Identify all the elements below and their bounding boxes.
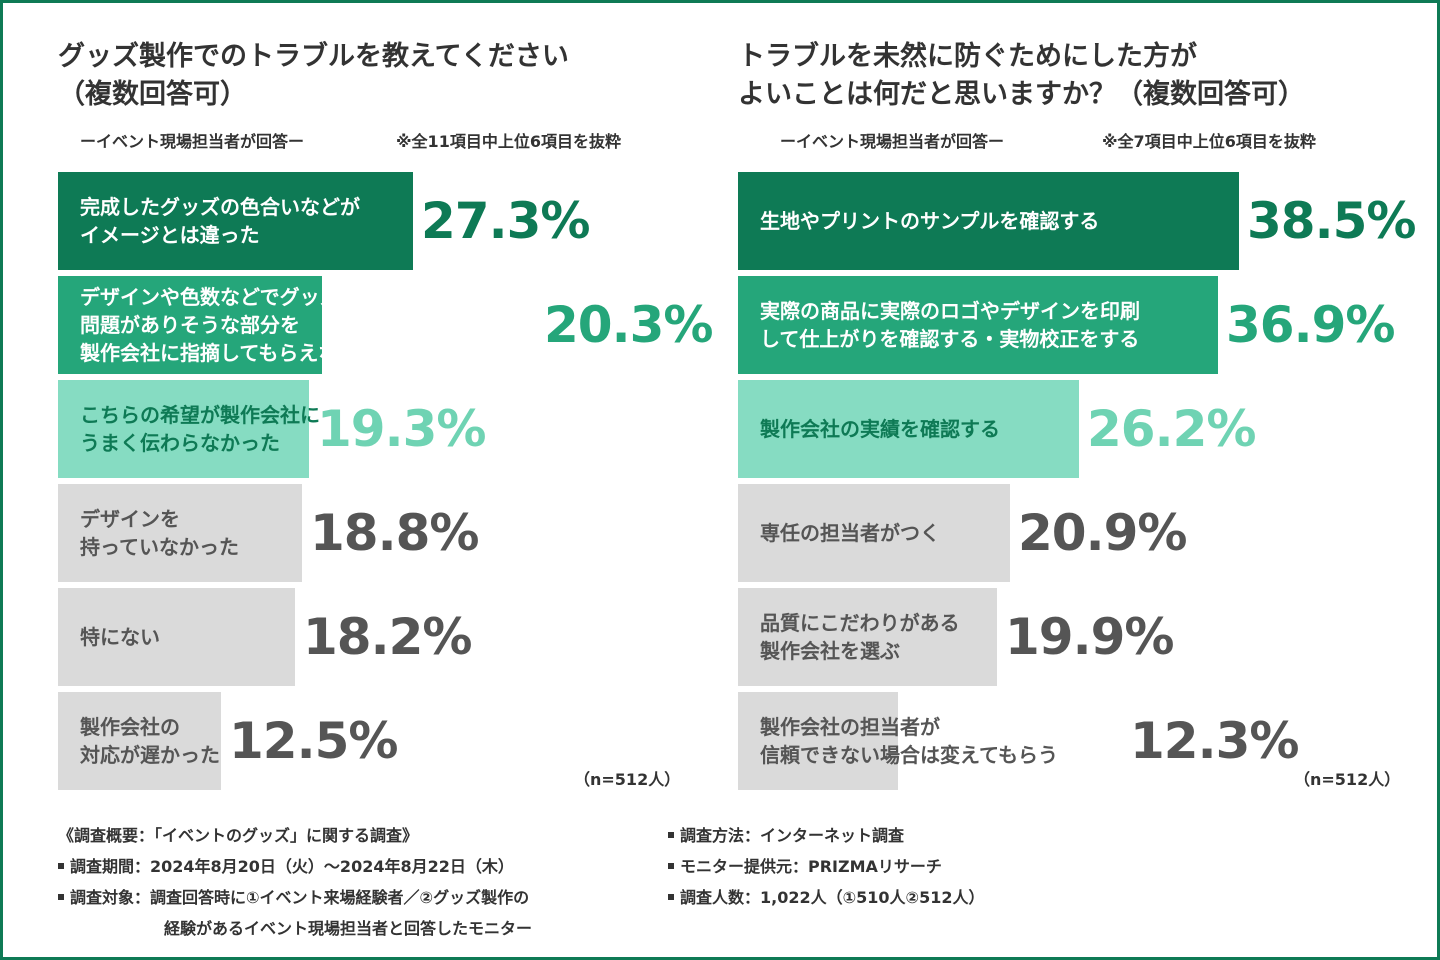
bar-label: 特にない <box>80 588 160 686</box>
bar-label: 製作会社の実績を確認する <box>760 380 1000 478</box>
bar-label-line: 製作会社の担当者が <box>760 715 940 739</box>
bar <box>738 380 1079 478</box>
bullet-icon <box>668 832 674 838</box>
bullet-icon <box>668 894 674 900</box>
bullet-icon <box>668 863 674 869</box>
bar-label-line: 信頼できない場合は変えてもらう <box>760 743 1058 767</box>
bar-label: デザインや色数などでグッズに印刷するのに 問題がありそうな部分を製作会社に指摘して… <box>80 276 480 374</box>
bar <box>58 276 322 374</box>
value-label: 20.3% <box>544 296 713 354</box>
bar-label: 製作会社の担当者が信頼できない場合は変えてもらう <box>760 692 1058 790</box>
chart-title-line: トラブルを未然に防ぐためにした方が <box>738 41 1197 72</box>
survey-footer-right: 調査方法：インターネット調査 モニター提供元：PRIZMAリサーチ 調査人数：1… <box>668 820 985 913</box>
value-label: 18.8% <box>310 504 479 562</box>
chart-title: グッズ製作でのトラブルを教えてください （複数回答可） <box>58 38 748 114</box>
bar <box>58 692 221 790</box>
bar <box>58 380 309 478</box>
survey-provider-row: モニター提供元：PRIZMAリサーチ <box>668 851 985 882</box>
bar-label-line: イメージとは違った <box>80 223 260 247</box>
bullet-icon <box>58 894 64 900</box>
value-label: 26.2% <box>1087 400 1256 458</box>
value-label: 20.9% <box>1018 504 1187 562</box>
bar-label-line: 専任の担当者がつく <box>760 521 940 545</box>
survey-method-row: 調査方法：インターネット調査 <box>668 820 985 851</box>
bar-label: 専任の担当者がつく <box>760 484 940 582</box>
bar <box>58 484 302 582</box>
value-label: 36.9% <box>1226 296 1395 354</box>
value-label: 27.3% <box>421 192 590 250</box>
value-label: 12.3% <box>1130 712 1299 770</box>
bar-label: 品質にこだわりがある 製作会社を選ぶ <box>760 588 960 686</box>
bar-label-line: 製作会社の実績を確認する <box>760 417 1000 441</box>
bar-label: デザインを持っていなかった <box>80 484 239 582</box>
bar-label: 実際の商品に実際のロゴやデザインを印刷 して仕上がりを確認する・実物校正をする <box>760 276 1140 374</box>
bar-label-line: こちらの希望が製作会社に <box>80 403 320 427</box>
respondent-note: ーイベント現場担当者が回答ー <box>80 132 305 151</box>
respondent-note: ーイベント現場担当者が回答ー <box>780 132 1005 151</box>
value-label: 12.5% <box>229 712 398 770</box>
bar-label: こちらの希望が製作会社に うまく伝わらなかった <box>80 380 320 478</box>
value-label: 38.5% <box>1247 192 1416 250</box>
bar-label-line: 持っていなかった <box>80 535 239 559</box>
bullet-icon <box>58 863 64 869</box>
selection-note: ※全11項目中上位6項目を抜粋 <box>396 132 621 151</box>
chart-title: トラブルを未然に防ぐためにした方が よいことは何だと思いますか？（複数回答可） <box>738 38 1428 114</box>
value-label: 18.2% <box>303 608 472 666</box>
survey-method: 調査方法：インターネット調査 <box>680 826 905 845</box>
value-label: 19.3% <box>317 400 486 458</box>
chart-title-line: グッズ製作でのトラブルを教えてください <box>58 41 569 72</box>
bar <box>738 276 1218 374</box>
bar-label: 製作会社の対応が遅かった <box>80 692 220 790</box>
value-label: 19.9% <box>1005 608 1174 666</box>
survey-period: 調査期間：2024年8月20日（火）～2024年8月22日（木） <box>70 857 514 876</box>
bar-label-line: 問題がありそうな部分を <box>80 313 300 337</box>
survey-provider: モニター提供元：PRIZMAリサーチ <box>680 857 942 876</box>
chart-left: グッズ製作でのトラブルを教えてください （複数回答可） ーイベント現場担当者が回… <box>58 0 758 800</box>
survey-count-row: 調査人数：1,022人（①510人②512人） <box>668 882 985 913</box>
bar-label-line: 対応が遅かった <box>80 743 220 767</box>
bar-label-line: デザインを <box>80 507 180 531</box>
bar <box>738 588 997 686</box>
survey-count: 調査人数：1,022人（①510人②512人） <box>680 888 985 907</box>
sample-size-note: （n=512人） <box>1294 770 1401 789</box>
survey-period-row: 調査期間：2024年8月20日（火）～2024年8月22日（木） <box>58 851 532 882</box>
bar-label-line: して仕上がりを確認する・実物校正をする <box>760 327 1140 351</box>
chart-right: トラブルを未然に防ぐためにした方が よいことは何だと思いますか？（複数回答可） … <box>738 0 1438 800</box>
bar-label: 完成したグッズの色合いなどが イメージとは違った <box>80 172 360 270</box>
bar-label-line: 製作会社を選ぶ <box>760 639 900 663</box>
bar <box>58 172 413 270</box>
bar <box>738 484 1010 582</box>
bar-label: 生地やプリントのサンプルを確認する <box>760 172 1099 270</box>
survey-target-row: 調査対象：調査回答時に①イベント来場経験者／②グッズ製作の <box>58 882 532 913</box>
survey-footer-left: 《調査概要：「イベントのグッズ」に関する調査》 調査期間：2024年8月20日（… <box>58 820 532 944</box>
chart-title-line: （複数回答可） <box>58 79 247 110</box>
bar-label-line: 品質にこだわりがある <box>760 611 960 635</box>
sample-size-note: （n=512人） <box>574 770 681 789</box>
bar-group: 生地やプリントのサンプルを確認する 38.5% 実際の商品に実際のロゴやデザインを印… <box>738 172 1438 790</box>
survey-overview: 《調査概要：「イベントのグッズ」に関する調査》 <box>58 826 419 845</box>
survey-target: 調査対象：調査回答時に①イベント来場経験者／②グッズ製作の <box>70 888 530 907</box>
bar <box>58 588 295 686</box>
bar-group: 完成したグッズの色合いなどが イメージとは違った 27.3% デザインや色数などでグッ… <box>58 172 758 790</box>
bar <box>738 172 1239 270</box>
chart-title-line: よいことは何だと思いますか？（複数回答可） <box>738 79 1305 110</box>
bar-label-line: 製作会社の <box>80 715 180 739</box>
bar-label-line: デザインや色数などでグッズに印刷するのに <box>80 285 480 309</box>
bar-label-line: 特にない <box>80 625 160 649</box>
bar-label-line: 生地やプリントのサンプルを確認する <box>760 209 1100 233</box>
survey-target-cont: 経験があるイベント現場担当者と回答したモニター <box>164 919 533 938</box>
bar-label-line: 完成したグッズの色合いなどが <box>80 195 360 219</box>
bar-label-line: 実際の商品に実際のロゴやデザインを印刷 <box>760 299 1140 323</box>
bar <box>738 692 898 790</box>
bar-label-line: 製作会社に指摘してもらえなかった <box>80 341 399 365</box>
bar-label-line: うまく伝わらなかった <box>80 431 280 455</box>
selection-note: ※全7項目中上位6項目を抜粋 <box>1102 132 1316 151</box>
